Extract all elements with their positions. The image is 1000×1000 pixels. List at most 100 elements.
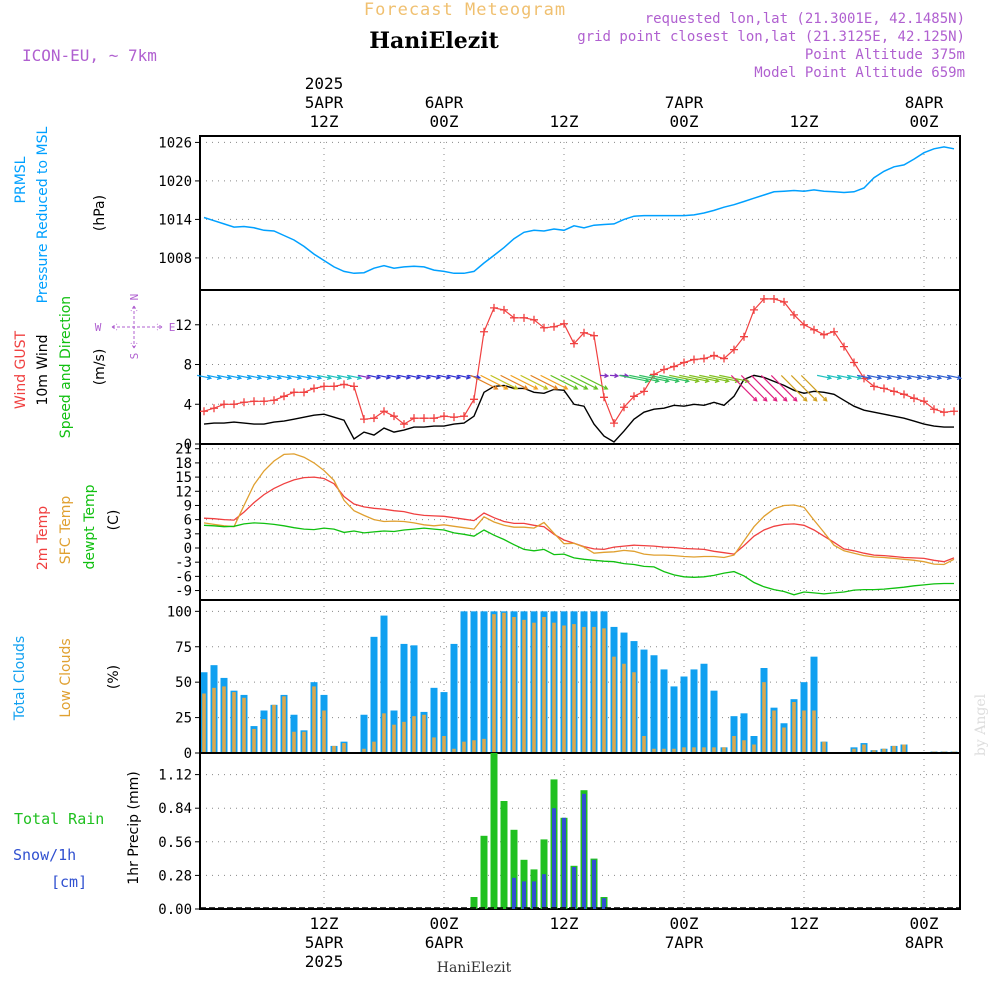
gust-point (800, 320, 808, 329)
wind-direction-arrow (709, 374, 740, 384)
low-cloud-bar (582, 626, 586, 753)
panel-frame (199, 135, 961, 291)
low-cloud-bar (772, 710, 776, 753)
snow-bar (542, 874, 546, 909)
wind-direction-arrow (886, 374, 903, 380)
low-cloud-bar (372, 741, 376, 753)
y-tick-label: -3 (175, 555, 192, 571)
gust-point (220, 400, 228, 409)
legend-total-rain: Total Rain (14, 810, 104, 828)
y-tick-label: 0.28 (158, 868, 192, 884)
low-cloud-bar (662, 748, 666, 753)
low-cloud-bar (652, 748, 656, 753)
low-cloud-bar (562, 625, 566, 753)
wind-direction-arrow (206, 374, 223, 380)
total-cloud-bar (410, 645, 418, 753)
low-cloud-bar (882, 748, 886, 753)
grid-point-coords: grid point closest lon,lat (21.3125E, 42… (577, 29, 965, 45)
wind-direction-arrow (306, 374, 323, 380)
low-cloud-bar (302, 731, 306, 753)
low-cloud-bar (902, 744, 906, 753)
wind-direction-arrow (407, 374, 422, 380)
wind-direction-arrow (570, 374, 599, 390)
gust-point (690, 355, 698, 364)
y-label-precip: 1hr Precip (mm) (126, 771, 142, 884)
wind-direction-arrow (580, 374, 609, 390)
low-cloud-bar (792, 702, 796, 753)
low-cloud-bar (572, 624, 576, 753)
low-cloud-bar (642, 736, 646, 753)
compass-east: E (169, 321, 176, 334)
wind-direction-arrow (790, 374, 818, 402)
top-time-label: 12Z (550, 112, 579, 131)
wind-direction-arrow (599, 373, 610, 379)
wind-direction-arrow (346, 374, 363, 380)
snow-bar (522, 881, 526, 909)
wind-direction-arrow (896, 374, 913, 380)
low-cloud-bar (672, 748, 676, 753)
wind-direction-arrow (336, 374, 353, 380)
bottom-time-label: 7APR (665, 933, 704, 952)
gust-point (670, 362, 678, 371)
y-tick-label: 0.84 (158, 801, 192, 817)
low-cloud-bar (682, 747, 686, 753)
low-cloud-bar (482, 738, 486, 753)
compass-south: S (128, 353, 141, 360)
total-cloud-bar (440, 692, 448, 753)
wind-direction-arrow (826, 374, 843, 380)
snow-bar (582, 793, 586, 909)
low-cloud-bar (812, 710, 816, 753)
gust-point (620, 403, 628, 412)
total-cloud-bar (690, 669, 698, 753)
gust-point (610, 419, 618, 428)
low-cloud-bar (782, 727, 786, 753)
low-cloud-bar (692, 747, 696, 753)
low-cloud-bar (362, 748, 366, 753)
y-label-pressure: Pressure Reduced to MSL (35, 126, 51, 303)
top-time-label: 00Z (910, 112, 939, 131)
gust-point (520, 313, 528, 322)
low-cloud-bar (392, 724, 396, 753)
y-label-wind-gust: Wind GUST (13, 330, 29, 409)
gust-point (700, 354, 708, 363)
wind-direction-arrow (286, 374, 303, 380)
y-label-speed-direction: Speed and Direction (58, 296, 74, 438)
wind-direction-arrow (256, 374, 273, 380)
gust-line (203, 298, 955, 425)
gust-point (870, 382, 878, 391)
pressure-line (203, 146, 955, 275)
bottom-time-label: 8APR (905, 933, 944, 952)
wind-direction-arrow (866, 374, 883, 380)
wind-direction-arrow (397, 374, 412, 380)
gust-point (500, 305, 508, 314)
wind-direction-arrow (447, 374, 462, 380)
low-cloud-bar (232, 692, 236, 753)
gust-point (850, 358, 858, 367)
wind-direction-arrow (470, 374, 499, 390)
gust-point (550, 322, 558, 331)
low-cloud-bar (602, 628, 606, 753)
y-label-sfc-temp: SFC Temp (58, 496, 74, 565)
low-cloud-bar (282, 696, 286, 753)
low-cloud-bar (852, 748, 856, 753)
model-altitude: Model Point Altitude 659m (754, 65, 965, 81)
low-cloud-bar (422, 714, 426, 753)
bottom-time-label: 12Z (790, 914, 819, 933)
wind-direction-arrow (699, 374, 730, 384)
low-cloud-bar (542, 617, 546, 753)
panel-frame (199, 289, 961, 445)
gust-point (790, 310, 798, 319)
bottom-time-label: 5APR (305, 933, 344, 952)
total-cloud-bar (480, 611, 488, 753)
gust-point (510, 313, 518, 322)
low-cloud-bar (612, 656, 616, 753)
model-label: ICON-EU, ~ 7km (22, 46, 157, 65)
gust-point (900, 390, 908, 399)
low-cloud-bar (862, 744, 866, 753)
wind-direction-arrow (367, 374, 382, 380)
gust-point (810, 325, 818, 334)
gust-point (330, 382, 338, 391)
y-tick-label: 9 (184, 498, 192, 514)
